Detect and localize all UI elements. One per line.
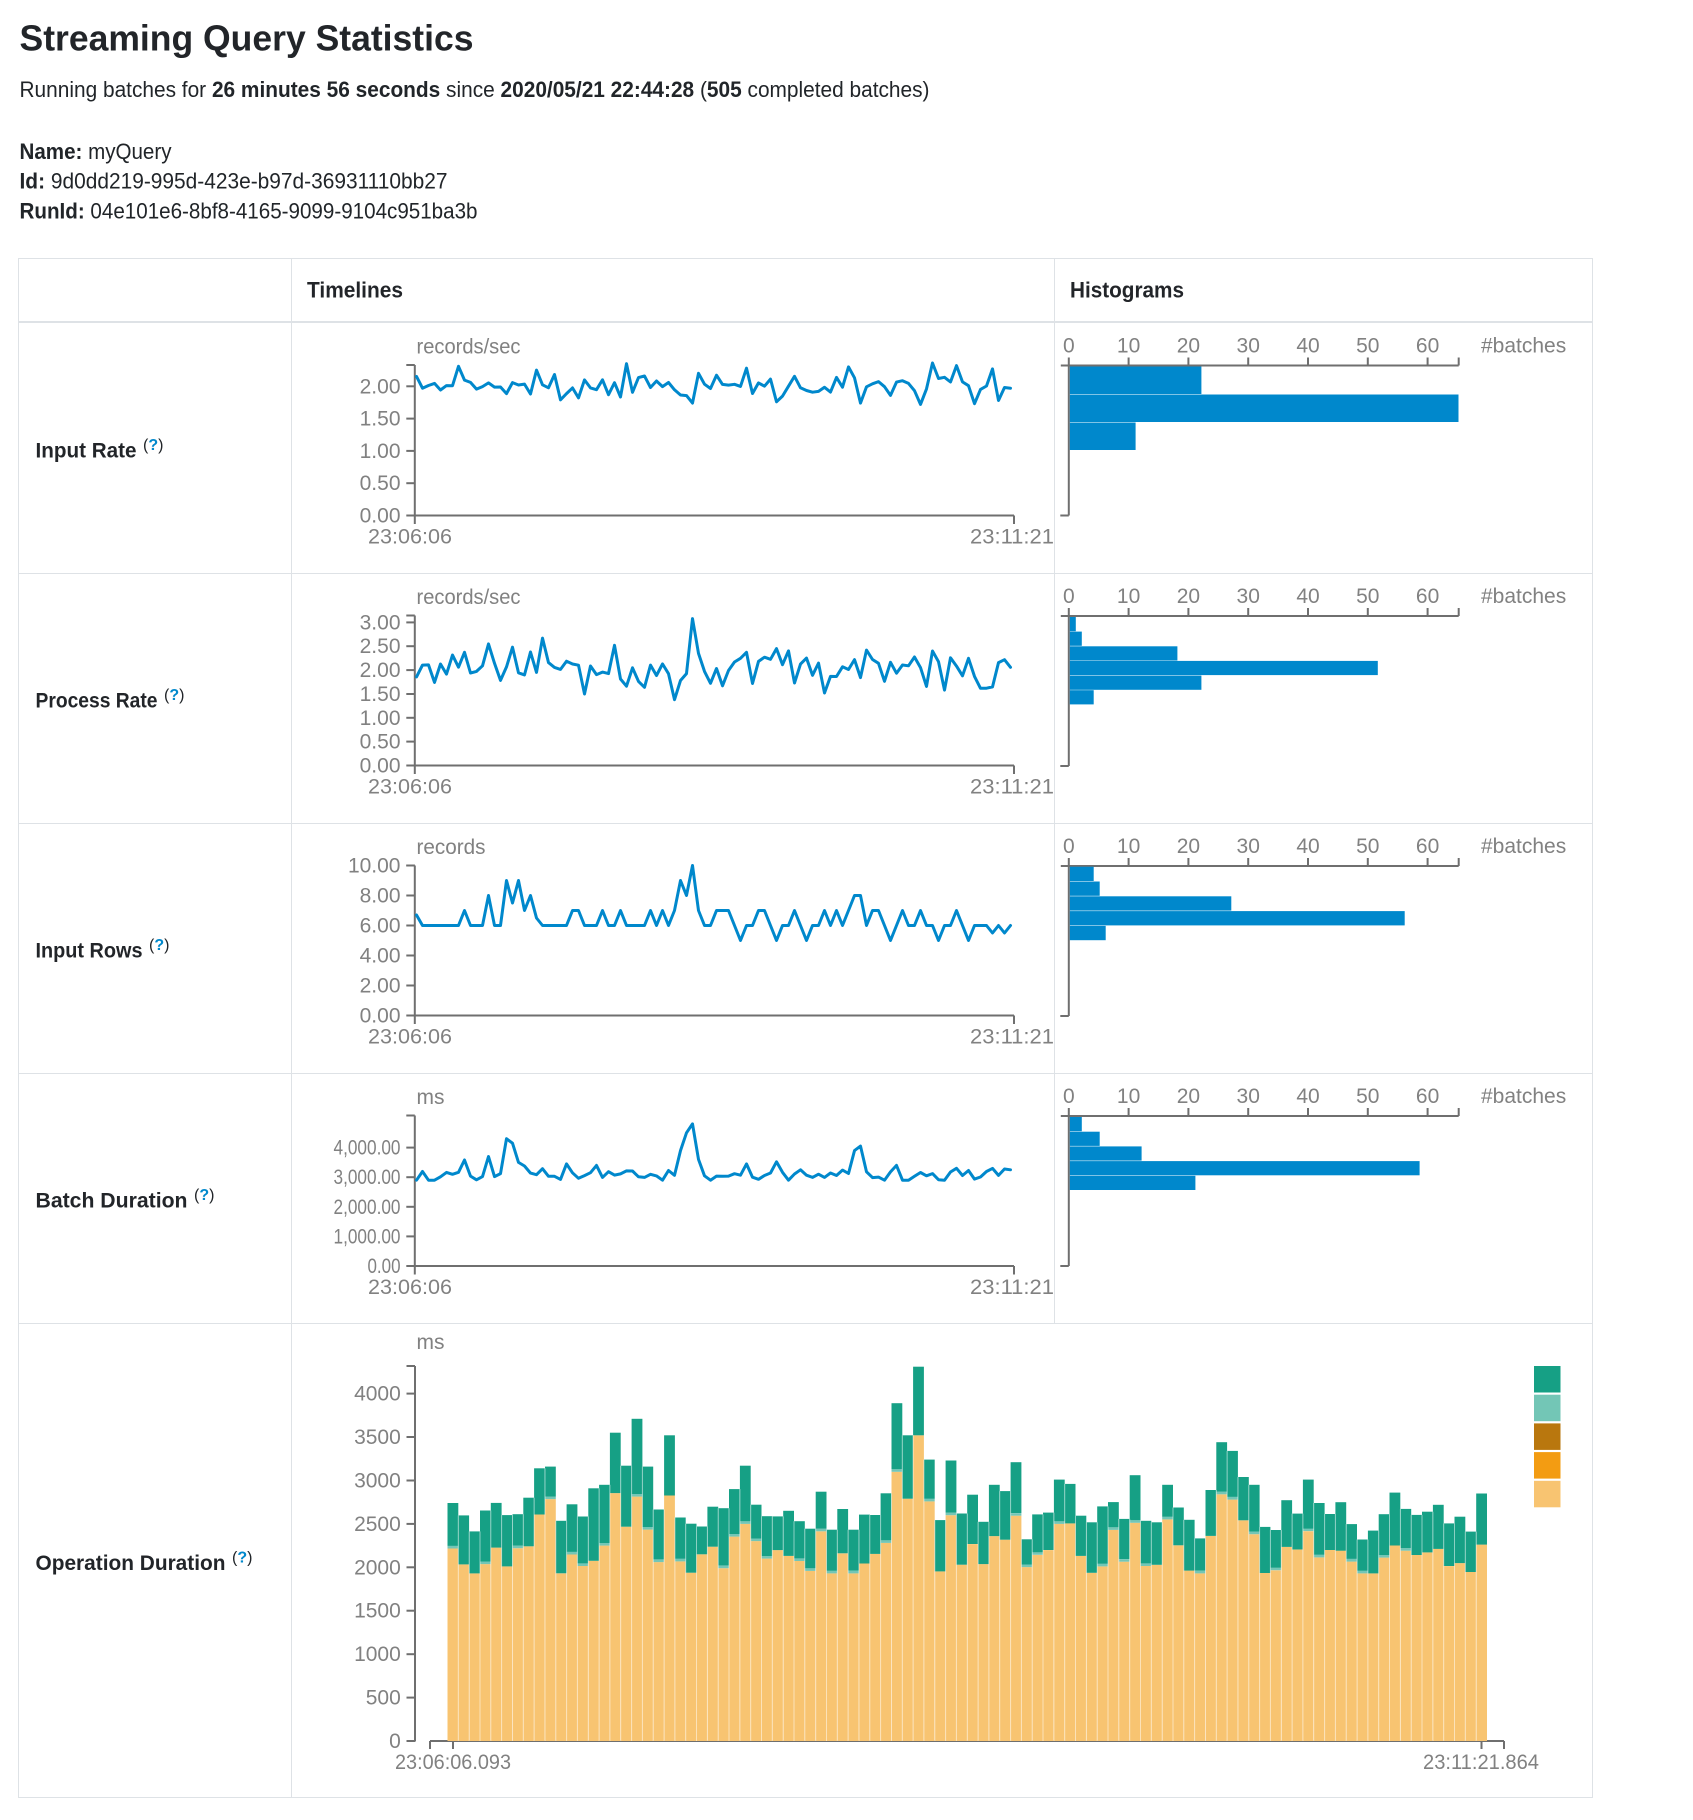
svg-text:23:11:21: 23:11:21 bbox=[970, 526, 1054, 549]
svg-text:10: 10 bbox=[1117, 335, 1140, 358]
svg-text:1000: 1000 bbox=[354, 1643, 401, 1666]
svg-text:23:11:21: 23:11:21 bbox=[970, 1026, 1054, 1049]
svg-text:(?): (?) bbox=[164, 687, 184, 704]
svg-text:Histograms: Histograms bbox=[1070, 278, 1184, 303]
svg-text:10.00: 10.00 bbox=[348, 855, 401, 878]
svg-text:60: 60 bbox=[1416, 335, 1439, 358]
svg-text:0: 0 bbox=[1063, 835, 1075, 858]
svg-text:0: 0 bbox=[1063, 1085, 1075, 1108]
svg-text:60: 60 bbox=[1416, 835, 1439, 858]
svg-text:records/sec: records/sec bbox=[417, 336, 521, 359]
svg-text:1,000.00: 1,000.00 bbox=[334, 1225, 401, 1248]
svg-text:0: 0 bbox=[389, 1730, 401, 1753]
svg-text:4,000.00: 4,000.00 bbox=[334, 1137, 401, 1160]
svg-text:2000: 2000 bbox=[354, 1556, 401, 1579]
svg-text:20: 20 bbox=[1177, 585, 1200, 608]
svg-text:23:11:21: 23:11:21 bbox=[970, 776, 1054, 799]
svg-text:20: 20 bbox=[1177, 835, 1200, 858]
svg-text:500: 500 bbox=[366, 1687, 401, 1710]
svg-text:60: 60 bbox=[1416, 585, 1439, 608]
svg-text:#batches: #batches bbox=[1481, 335, 1566, 358]
svg-text:4000: 4000 bbox=[354, 1383, 401, 1406]
svg-text:3000: 3000 bbox=[354, 1470, 401, 1493]
svg-text:40: 40 bbox=[1296, 585, 1319, 608]
svg-text:10: 10 bbox=[1117, 1085, 1140, 1108]
svg-text:(?): (?) bbox=[149, 937, 169, 954]
svg-text:Input Rows: Input Rows bbox=[36, 940, 143, 963]
svg-text:30: 30 bbox=[1237, 1085, 1260, 1108]
svg-text:50: 50 bbox=[1356, 335, 1379, 358]
svg-text:(?): (?) bbox=[232, 1549, 252, 1566]
svg-text:20: 20 bbox=[1177, 1085, 1200, 1108]
svg-text:1.50: 1.50 bbox=[360, 408, 401, 431]
svg-text:50: 50 bbox=[1356, 585, 1379, 608]
svg-text:23:06:06.093: 23:06:06.093 bbox=[395, 1751, 511, 1774]
svg-text:23:06:06: 23:06:06 bbox=[368, 526, 452, 549]
svg-text:#batches: #batches bbox=[1481, 835, 1566, 858]
svg-text:1.50: 1.50 bbox=[360, 683, 401, 706]
svg-text:1.00: 1.00 bbox=[360, 707, 401, 730]
svg-text:3.00: 3.00 bbox=[360, 611, 401, 634]
svg-text:23:06:06: 23:06:06 bbox=[368, 776, 452, 799]
svg-text:30: 30 bbox=[1237, 585, 1260, 608]
svg-text:0: 0 bbox=[1063, 335, 1075, 358]
svg-text:#batches: #batches bbox=[1481, 585, 1566, 608]
svg-text:0.00: 0.00 bbox=[360, 505, 401, 528]
svg-text:0.00: 0.00 bbox=[360, 755, 401, 778]
svg-text:1500: 1500 bbox=[354, 1600, 401, 1623]
svg-text:23:11:21.864: 23:11:21.864 bbox=[1423, 1751, 1539, 1774]
svg-text:10: 10 bbox=[1117, 835, 1140, 858]
svg-text:23:06:06: 23:06:06 bbox=[368, 1026, 452, 1049]
svg-text:3500: 3500 bbox=[354, 1426, 401, 1449]
svg-text:60: 60 bbox=[1416, 1085, 1439, 1108]
svg-text:2500: 2500 bbox=[354, 1513, 401, 1536]
svg-text:(?): (?) bbox=[194, 1187, 214, 1204]
svg-text:Operation Duration: Operation Duration bbox=[36, 1552, 226, 1575]
svg-text:records: records bbox=[417, 836, 486, 859]
svg-text:50: 50 bbox=[1356, 1085, 1379, 1108]
svg-text:2.00: 2.00 bbox=[360, 375, 401, 398]
svg-text:1.00: 1.00 bbox=[360, 440, 401, 463]
svg-text:0.50: 0.50 bbox=[360, 472, 401, 495]
svg-text:23:11:21: 23:11:21 bbox=[970, 1276, 1054, 1299]
svg-text:records/sec: records/sec bbox=[417, 586, 521, 609]
svg-text:Input Rate: Input Rate bbox=[36, 439, 137, 462]
svg-text:30: 30 bbox=[1237, 835, 1260, 858]
svg-text:0.50: 0.50 bbox=[360, 731, 401, 754]
svg-text:40: 40 bbox=[1296, 335, 1319, 358]
svg-text:40: 40 bbox=[1296, 1085, 1319, 1108]
svg-text:Streaming Query Statistics: Streaming Query Statistics bbox=[20, 18, 474, 59]
svg-text:6.00: 6.00 bbox=[360, 915, 401, 938]
svg-text:#batches: #batches bbox=[1481, 1085, 1566, 1108]
svg-text:ms: ms bbox=[417, 1086, 445, 1109]
svg-text:30: 30 bbox=[1237, 335, 1260, 358]
svg-text:40: 40 bbox=[1296, 835, 1319, 858]
svg-text:20: 20 bbox=[1177, 335, 1200, 358]
svg-text:3,000.00: 3,000.00 bbox=[334, 1166, 401, 1189]
svg-text:Process Rate: Process Rate bbox=[36, 690, 158, 713]
svg-text:0: 0 bbox=[1063, 585, 1075, 608]
svg-text:50: 50 bbox=[1356, 835, 1379, 858]
svg-text:Batch Duration: Batch Duration bbox=[36, 1190, 188, 1213]
svg-text:Timelines: Timelines bbox=[307, 278, 403, 303]
svg-text:23:06:06: 23:06:06 bbox=[368, 1276, 452, 1299]
svg-text:2.50: 2.50 bbox=[360, 635, 401, 658]
svg-text:0.00: 0.00 bbox=[368, 1255, 401, 1278]
svg-text:Running batches for 26 minutes: Running batches for 26 minutes 56 second… bbox=[20, 77, 930, 102]
svg-text:10: 10 bbox=[1117, 585, 1140, 608]
svg-text:(?): (?) bbox=[143, 437, 163, 454]
svg-text:Id: 9d0dd219-995d-423e-b97d-36: Id: 9d0dd219-995d-423e-b97d-36931110bb27 bbox=[20, 169, 448, 194]
svg-text:ms: ms bbox=[417, 1331, 445, 1354]
svg-text:2.00: 2.00 bbox=[360, 975, 401, 998]
svg-text:Name: myQuery: Name: myQuery bbox=[20, 139, 172, 164]
svg-text:8.00: 8.00 bbox=[360, 885, 401, 908]
svg-text:RunId: 04e101e6-8bf8-4165-9099: RunId: 04e101e6-8bf8-4165-9099-9104c951b… bbox=[20, 199, 478, 224]
svg-text:2,000.00: 2,000.00 bbox=[334, 1196, 401, 1219]
svg-text:2.00: 2.00 bbox=[360, 659, 401, 682]
svg-text:4.00: 4.00 bbox=[360, 945, 401, 968]
svg-text:0.00: 0.00 bbox=[360, 1005, 401, 1028]
